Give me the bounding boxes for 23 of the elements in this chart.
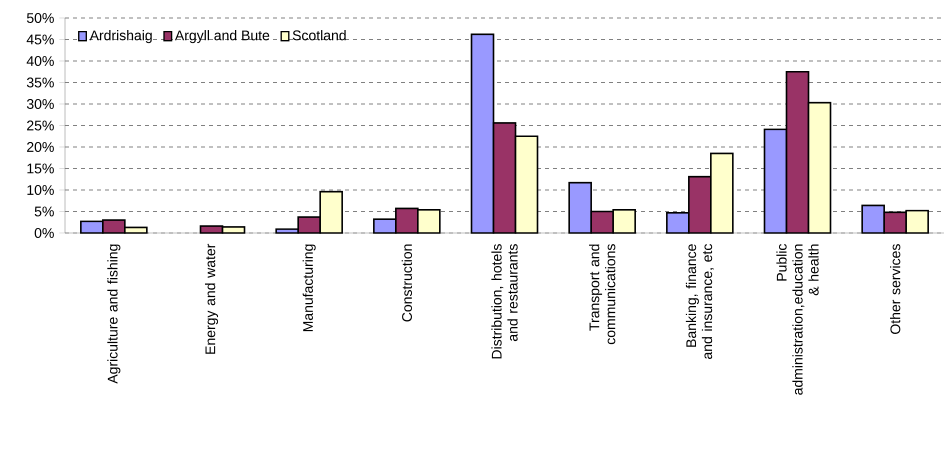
legend-label: Ardrishaig xyxy=(90,30,152,44)
y-tick-label: 40% xyxy=(26,56,54,66)
x-tick-label: Energy and water xyxy=(204,244,218,354)
x-tick-label: Banking, finance and insurance, etc xyxy=(686,244,714,359)
y-tick-label: 30% xyxy=(26,99,54,109)
x-tick-label: Public administration,education & health xyxy=(776,244,819,395)
y-tick-label: 10% xyxy=(27,185,54,195)
y-tick-label: 5% xyxy=(34,206,54,216)
y-tick-label: 0% xyxy=(34,228,54,238)
y-tick-label: 20% xyxy=(27,142,54,152)
legend-label: Argyll and Bute xyxy=(174,30,270,44)
x-tick-label: Distribution, hotels and restaurants xyxy=(491,244,518,358)
y-tick-label: 50% xyxy=(26,13,54,23)
legend-label: Scotland xyxy=(292,30,346,40)
y-tick-label: 25% xyxy=(27,120,54,130)
x-tick-label: Other services xyxy=(890,244,900,334)
x-tick-label: Agriculture and fishing xyxy=(107,244,120,384)
y-tick-label: 15% xyxy=(27,164,54,174)
x-tick-label: Manufacturing xyxy=(302,244,316,332)
x-tick-label: Transport and communications xyxy=(589,244,616,344)
y-tick-label: 35% xyxy=(26,78,54,88)
y-tick-label: 45% xyxy=(26,34,54,44)
x-tick-label: Construction xyxy=(402,244,412,322)
